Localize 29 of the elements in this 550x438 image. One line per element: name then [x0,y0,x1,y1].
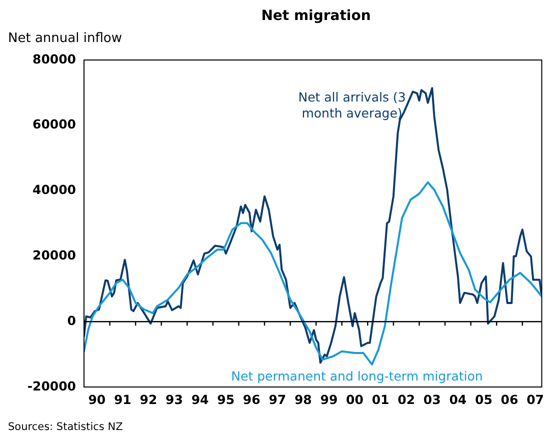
x-tick-label: 93 [166,392,183,407]
series-label: Net permanent and long-term migration [231,368,483,384]
x-tick-label: 02 [398,392,416,407]
x-tick-label: 92 [140,392,158,407]
y-tick-label: 20000 [32,247,76,262]
y-axis-title: Net annual inflow [8,31,122,46]
x-tick-label: 01 [372,392,390,407]
x-tick-label: 06 [500,392,518,407]
x-tick-label: 05 [474,392,492,407]
x-tick-label: 04 [449,392,467,407]
x-tick-label: 98 [294,392,312,407]
x-tick-label: 00 [346,392,364,407]
x-tick-label: 96 [242,392,261,407]
x-tick-label: 90 [88,392,106,407]
x-tick-label: 94 [191,392,210,407]
chart-title: Net migration [260,8,372,24]
y-tick-label: 0 [67,312,76,328]
x-tick-label: 99 [320,392,338,407]
x-tick-label: 97 [268,392,286,407]
y-tick-label: 40000 [32,182,76,198]
x-tick-label: 03 [423,392,441,407]
x-tick-label: 95 [217,392,235,407]
y-tick-label: 80000 [32,51,76,66]
y-tick-label: 60000 [32,116,76,132]
series-label: Net all arrivals (3 month average) [298,90,406,120]
x-tick-label: 07 [526,392,544,407]
x-tick-label: 91 [114,392,132,407]
source-note: Sources: Statistics NZ [8,421,123,433]
y-tick-label: -20000 [27,378,76,394]
